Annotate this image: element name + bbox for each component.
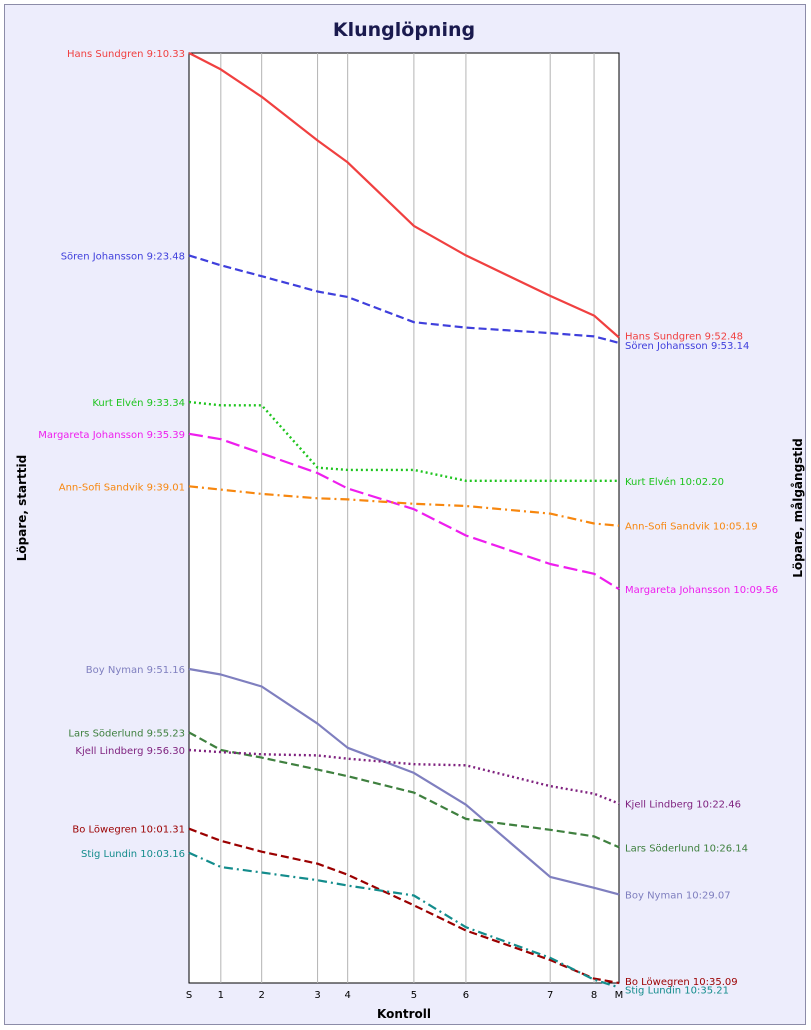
x-tick-2: 2 bbox=[258, 990, 264, 1001]
series-line-boy-nyman bbox=[188, 667, 620, 896]
y-axis-title-left: Löpare, starttid bbox=[15, 455, 29, 561]
finish-label-lars-s-derlund: Lars Söderlund 10:26.14 bbox=[625, 843, 748, 854]
runner-lines bbox=[188, 52, 620, 989]
finish-label-ann-sofi-sandvik: Ann-Sofi Sandvik 10:05.19 bbox=[625, 522, 758, 533]
series-line-ann-sofi-sandvik bbox=[188, 485, 620, 527]
x-tick-M: M bbox=[615, 990, 624, 1001]
start-label-kurt-elv-n: Kurt Elvén 9:33.34 bbox=[92, 397, 185, 409]
finish-label-bo-l-wegren: Bo Löwegren 10:35.09 bbox=[625, 977, 738, 988]
plot-area bbox=[188, 52, 620, 984]
x-tick-3: 3 bbox=[314, 990, 320, 1001]
x-tick-6: 6 bbox=[463, 990, 469, 1001]
start-labels: Hans Sundgren 9:10.33 Sören Johansson 9:2… bbox=[38, 49, 185, 860]
x-tick-5: 5 bbox=[411, 990, 417, 1001]
start-label-ann-sofi-sandvik: Ann-Sofi Sandvik 9:39.01 bbox=[59, 482, 185, 493]
start-label-s-ren-johansson: Sören Johansson 9:23.48 bbox=[61, 251, 185, 262]
start-label-lars-s-derlund: Lars Söderlund 9:55.23 bbox=[68, 728, 185, 739]
x-tick-labels: S 1 2 3 4 5 6 7 8 M bbox=[186, 990, 624, 1001]
chart-frame: Klunglöpning Hans Sundgren 9:10.33 Sören … bbox=[4, 4, 806, 1025]
chart-title: Klunglöpning bbox=[333, 19, 475, 41]
finish-label-kjell-lindberg: Kjell Lindberg 10:22.46 bbox=[625, 800, 741, 811]
start-label-hans-sundgren: Hans Sundgren 9:10.33 bbox=[67, 49, 185, 60]
x-tick-4: 4 bbox=[344, 990, 350, 1001]
x-tick-8: 8 bbox=[591, 990, 597, 1001]
x-tick-1: 1 bbox=[218, 990, 224, 1001]
series-line-s-ren-johansson bbox=[188, 254, 620, 344]
finish-label-kurt-elv-n: Kurt Elvén 10:02.20 bbox=[625, 476, 724, 488]
start-label-bo-l-wegren: Bo Löwegren 10:01.31 bbox=[72, 825, 185, 836]
x-axis-title: Kontroll bbox=[377, 1007, 431, 1021]
start-label-boy-nyman: Boy Nyman 9:51.16 bbox=[86, 665, 185, 676]
series-line-margareta-johansson bbox=[188, 432, 620, 591]
series-line-hans-sundgren bbox=[188, 52, 620, 339]
y-axis-title-right: Löpare, målgångstid bbox=[791, 438, 805, 578]
finish-label-stig-lundin: Stig Lundin 10:35.21 bbox=[625, 985, 729, 996]
series-line-kjell-lindberg bbox=[188, 748, 620, 805]
control-gridlines bbox=[220, 53, 595, 983]
start-label-margareta-johansson: Margareta Johansson 9:35.39 bbox=[38, 430, 185, 441]
finish-label-s-ren-johansson: Sören Johansson 9:53.14 bbox=[625, 341, 749, 352]
start-label-stig-lundin: Stig Lundin 10:03.16 bbox=[81, 849, 185, 860]
x-tick-S: S bbox=[186, 990, 192, 1001]
series-line-stig-lundin bbox=[188, 851, 620, 989]
series-line-lars-s-derlund bbox=[188, 731, 620, 849]
finish-label-boy-nyman: Boy Nyman 10:29.07 bbox=[625, 890, 731, 901]
finish-label-hans-sundgren: Hans Sundgren 9:52.48 bbox=[625, 331, 743, 342]
x-tick-7: 7 bbox=[547, 990, 553, 1001]
chart-canvas: Klunglöpning Hans Sundgren 9:10.33 Sören … bbox=[15, 19, 805, 1021]
start-label-kjell-lindberg: Kjell Lindberg 9:56.30 bbox=[75, 746, 185, 757]
finish-label-margareta-johansson: Margareta Johansson 10:09.56 bbox=[625, 585, 778, 596]
